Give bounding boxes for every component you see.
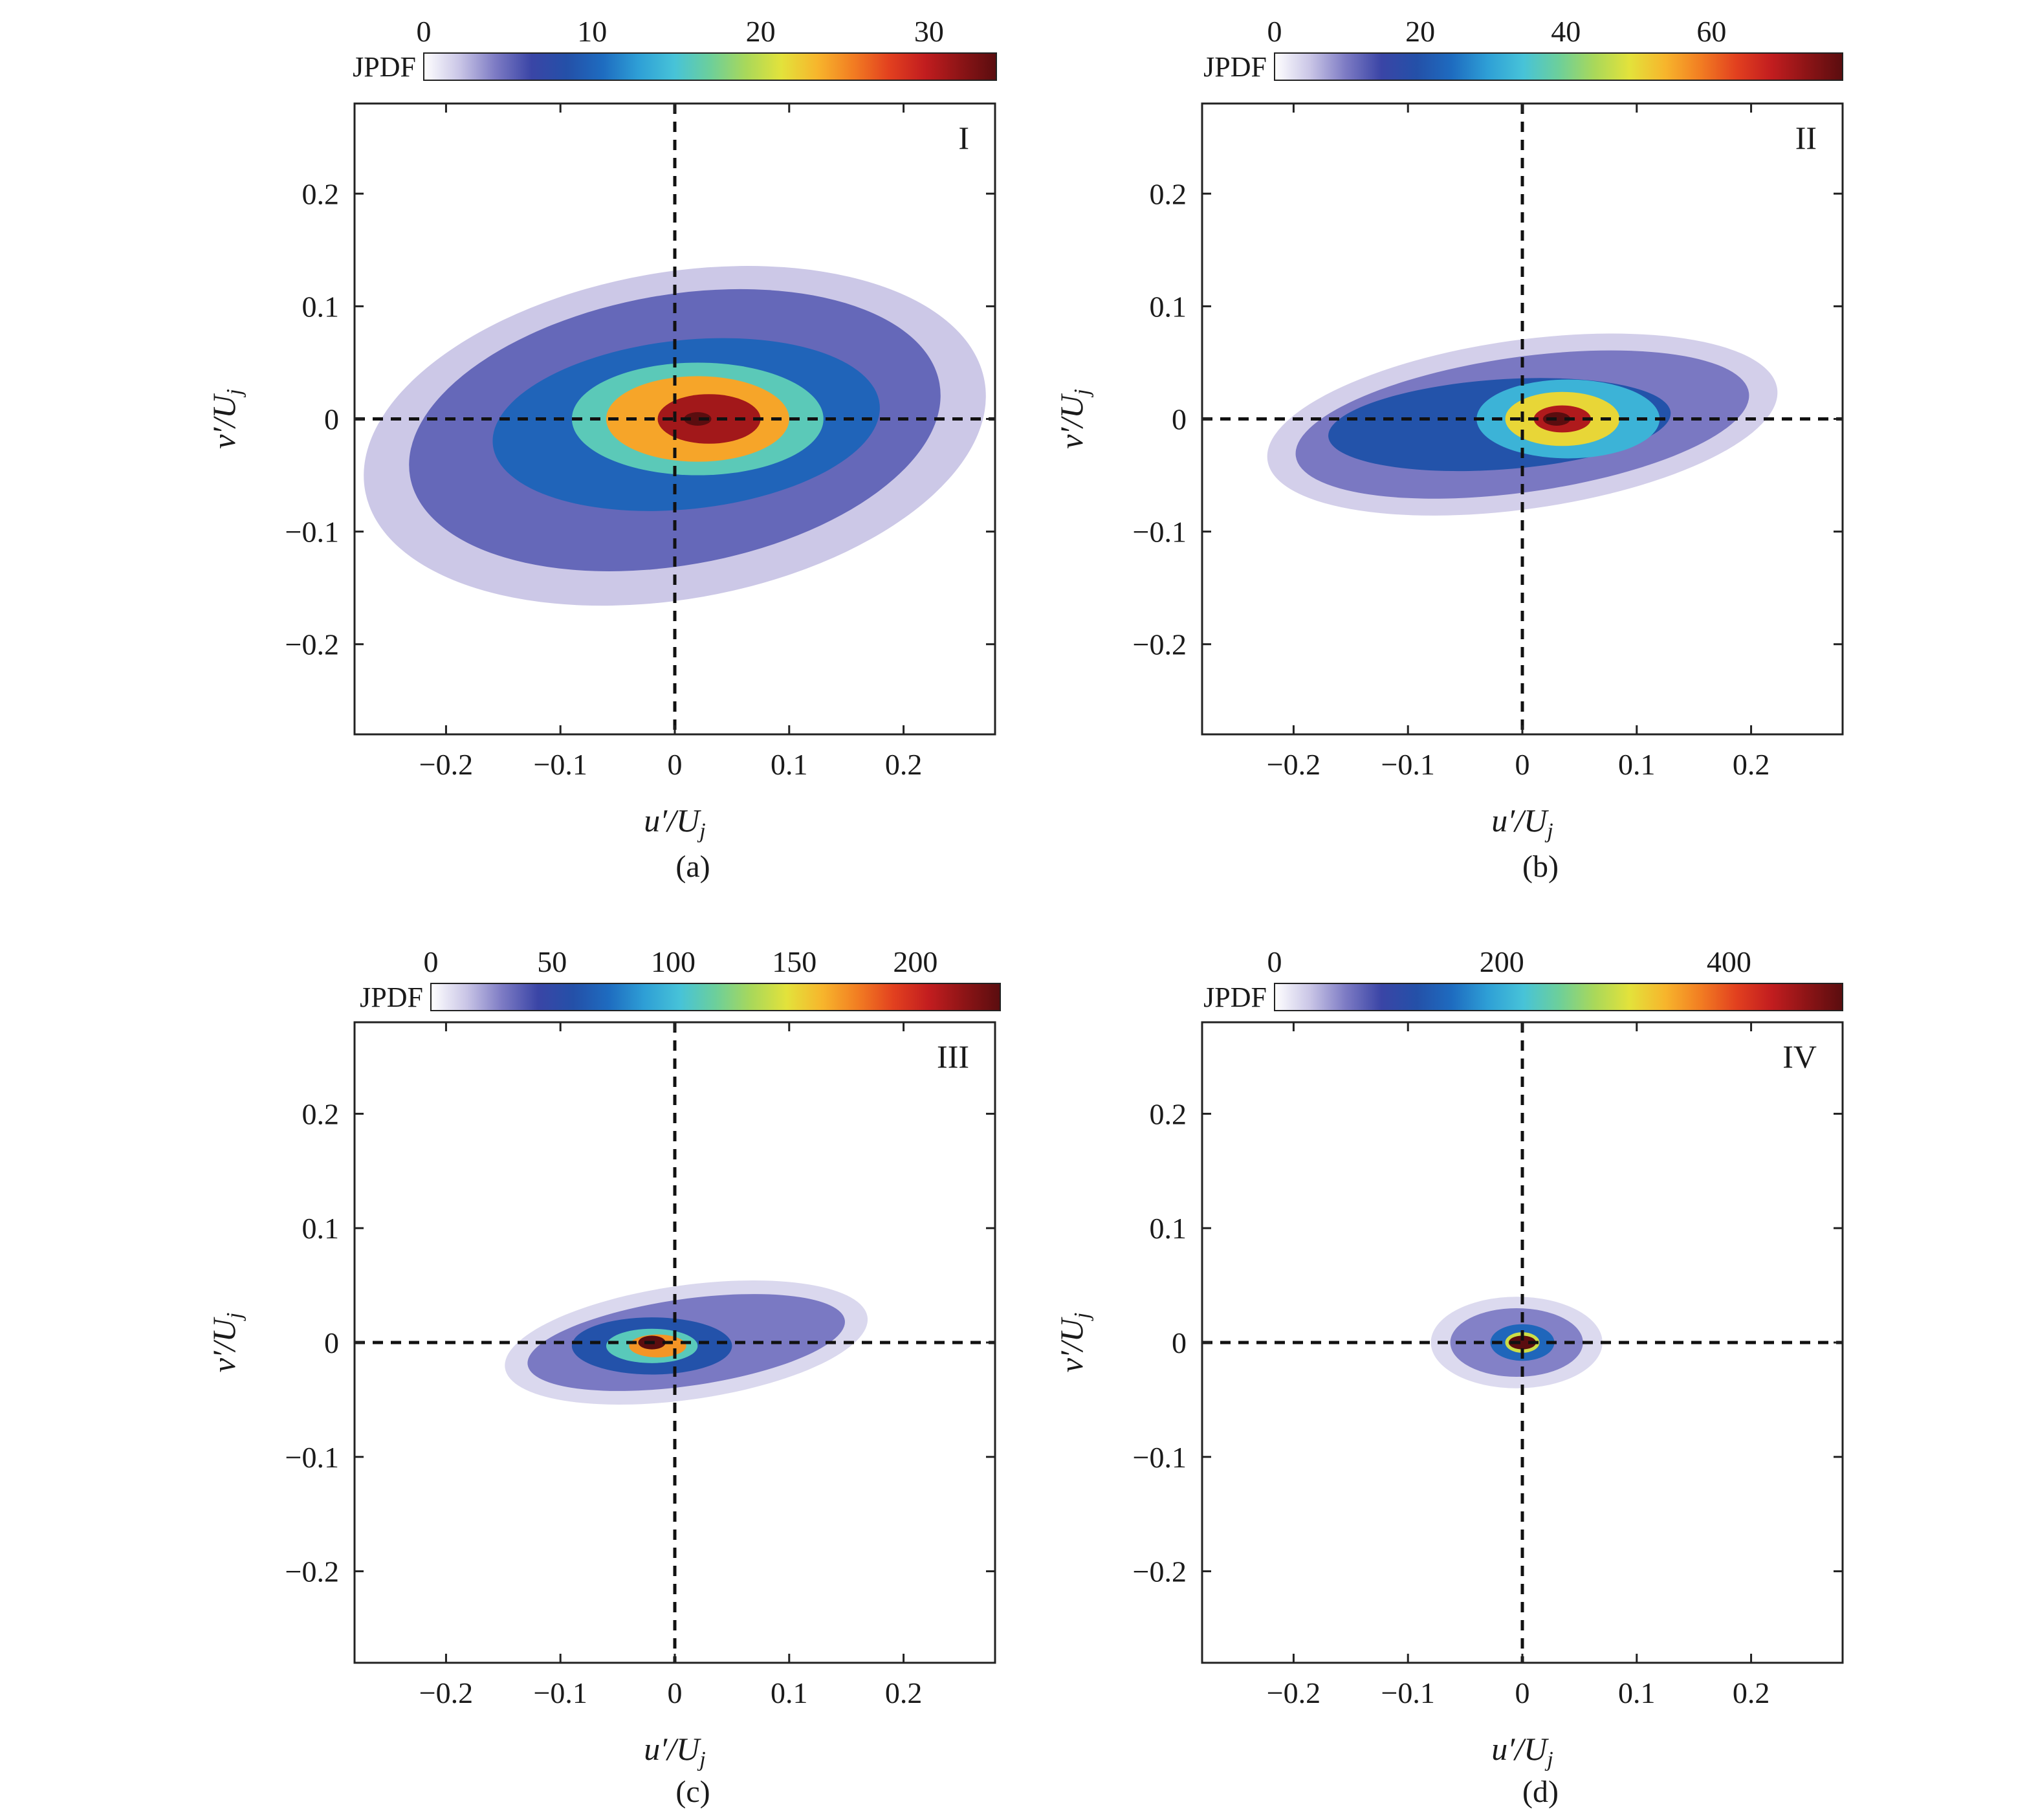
- x-tick-label: −0.1: [1381, 748, 1434, 781]
- x-tick-label: 0: [1515, 748, 1530, 781]
- region-label: IV: [1782, 1038, 1817, 1075]
- y-tick-label: 0: [1172, 1326, 1187, 1359]
- y-tick-label: 0.2: [302, 177, 340, 210]
- y-tick-label: −0.2: [285, 1555, 339, 1588]
- colorbar-tick-label: 0: [424, 945, 439, 978]
- colorbar-tick-label: 50: [537, 945, 567, 978]
- x-tick-label: 0.1: [1618, 1676, 1656, 1709]
- x-tick-label: −0.1: [533, 748, 587, 781]
- y-tick-label: 0: [324, 403, 339, 436]
- colorbar-tick-label: 10: [577, 15, 607, 48]
- panel-caption: (b): [1522, 850, 1559, 884]
- y-tick-label: 0.1: [1150, 1212, 1187, 1245]
- colorbar-tick-label: 100: [651, 945, 696, 978]
- x-tick-label: −0.2: [419, 748, 473, 781]
- y-tick-label: −0.2: [1133, 628, 1187, 661]
- x-tick-label: −0.2: [1267, 1676, 1320, 1709]
- colorbar: [1274, 983, 1843, 1011]
- colorbar-tick-label: 60: [1696, 15, 1726, 48]
- y-tick-label: 0: [324, 1326, 339, 1359]
- region-label: II: [1795, 120, 1817, 156]
- panel-caption: (a): [675, 850, 710, 884]
- plot-area: [364, 266, 986, 606]
- y-tick-label: −0.1: [285, 1441, 339, 1474]
- x-tick-label: −0.2: [419, 1676, 473, 1709]
- y-tick-label: 0.2: [1150, 1097, 1187, 1130]
- y-axis-label: v′/Uj: [206, 1313, 247, 1373]
- colorbar-label: JPDF: [1203, 981, 1267, 1013]
- x-axis-label: u′/Uj: [644, 802, 705, 843]
- x-axis-label: u′/Uj: [1491, 802, 1553, 843]
- x-axis-label: u′/Uj: [1491, 1731, 1553, 1771]
- x-tick-label: 0.2: [1733, 1676, 1770, 1709]
- plot-area: [1267, 333, 1778, 516]
- colorbar-label: JPDF: [1203, 51, 1267, 83]
- x-tick-label: −0.1: [1381, 1676, 1434, 1709]
- y-tick-label: 0.1: [302, 1212, 340, 1245]
- x-tick-label: 0.2: [1733, 748, 1770, 781]
- x-axis-label: u′/Uj: [644, 1731, 705, 1771]
- region-label: I: [958, 120, 969, 156]
- x-tick-label: 0: [668, 1676, 683, 1709]
- y-tick-label: 0: [1172, 403, 1187, 436]
- x-tick-label: −0.1: [533, 1676, 587, 1709]
- y-tick-label: 0.2: [1150, 177, 1187, 210]
- jpdf-peak: [684, 412, 712, 426]
- jpdf-peak: [1508, 1335, 1537, 1350]
- y-tick-label: 0.1: [302, 290, 340, 323]
- colorbar-tick-label: 20: [1405, 15, 1435, 48]
- y-axis-label: v′/Uj: [1053, 1313, 1094, 1373]
- y-tick-label: −0.2: [285, 628, 339, 661]
- colorbar-tick-label: 400: [1707, 945, 1751, 978]
- colorbar: [423, 52, 997, 81]
- colorbar-label: JPDF: [360, 981, 423, 1013]
- y-tick-label: −0.1: [1133, 1441, 1187, 1474]
- colorbar-tick-label: 200: [1480, 945, 1524, 978]
- x-tick-label: 0.1: [771, 748, 808, 781]
- colorbar-tick-label: 0: [1267, 945, 1282, 978]
- y-tick-label: −0.1: [285, 516, 339, 549]
- x-tick-label: 0: [668, 748, 683, 781]
- y-axis-label: v′/Uj: [1053, 389, 1094, 449]
- colorbar-tick-label: 30: [914, 15, 944, 48]
- colorbar-label: JPDF: [353, 51, 416, 83]
- x-tick-label: −0.2: [1267, 748, 1320, 781]
- x-tick-label: 0.2: [885, 748, 923, 781]
- colorbar-tick-label: 150: [772, 945, 816, 978]
- colorbar-tick-label: 0: [1267, 15, 1282, 48]
- panel-caption: (c): [675, 1775, 710, 1809]
- y-tick-label: 0.2: [302, 1097, 340, 1130]
- region-label: III: [937, 1038, 969, 1075]
- colorbar-tick-label: 40: [1551, 15, 1581, 48]
- x-tick-label: 0: [1515, 1676, 1530, 1709]
- colorbar: [1274, 52, 1843, 81]
- colorbar-tick-label: 200: [893, 945, 937, 978]
- x-tick-label: 0.1: [1618, 748, 1656, 781]
- x-tick-label: 0.1: [771, 1676, 808, 1709]
- y-tick-label: −0.1: [1133, 516, 1187, 549]
- colorbar-tick-label: 0: [417, 15, 432, 48]
- panel-caption: (d): [1522, 1775, 1559, 1809]
- jpdf-peak: [1542, 412, 1571, 426]
- y-tick-label: 0.1: [1150, 290, 1187, 323]
- x-tick-label: 0.2: [885, 1676, 923, 1709]
- colorbar-tick-label: 20: [746, 15, 776, 48]
- y-axis-label: v′/Uj: [206, 389, 247, 449]
- y-tick-label: −0.2: [1133, 1555, 1187, 1588]
- colorbar: [430, 983, 1001, 1011]
